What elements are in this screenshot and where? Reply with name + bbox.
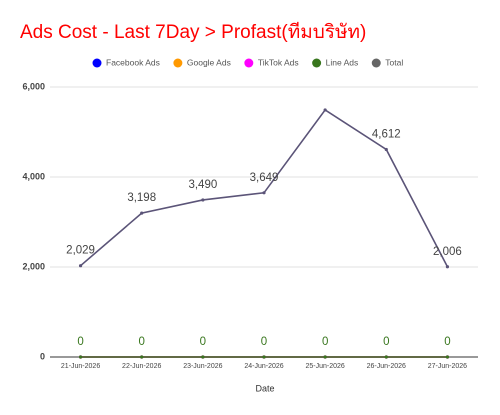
point — [323, 355, 327, 359]
x-axis-label: Date — [255, 383, 274, 393]
point — [384, 355, 388, 359]
point — [201, 355, 205, 359]
legend-marker — [173, 58, 183, 68]
legend-label: Facebook Ads — [106, 57, 160, 67]
legend-marker — [244, 58, 254, 68]
point — [445, 355, 450, 359]
data-label: 2,029 — [66, 245, 95, 257]
legend-label: Google Ads — [187, 57, 231, 67]
x-tick-label: 23-Jun-2026 — [183, 363, 222, 370]
point — [262, 191, 266, 195]
x-tick-label: 25-Jun-2026 — [305, 363, 344, 370]
legend-marker — [371, 58, 381, 68]
y-tick-label: 6,000 — [22, 81, 45, 91]
data-label: 3,649 — [250, 172, 279, 184]
y-tick-label: 4,000 — [22, 171, 45, 181]
point — [262, 355, 266, 359]
legend-marker — [92, 58, 102, 68]
y-tick-label: 0 — [40, 351, 45, 361]
legend-marker — [312, 58, 322, 68]
point — [78, 355, 83, 359]
x-tick-label: 27-Jun-2026 — [428, 363, 467, 370]
data-label: 0 — [444, 336, 450, 348]
data-label: 0 — [200, 336, 206, 348]
data-label: 4,612 — [372, 128, 401, 140]
point — [78, 264, 83, 268]
legend-label: TikTok Ads — [258, 57, 299, 67]
point — [140, 355, 144, 359]
point — [323, 108, 327, 112]
data-label: 0 — [139, 336, 145, 348]
x-tick-label: 21-Jun-2026 — [61, 363, 100, 370]
point — [201, 198, 205, 202]
point — [384, 147, 388, 152]
data-label: 2,006 — [433, 246, 462, 258]
y-tick-label: 2,000 — [22, 261, 45, 271]
chart-title: Ads Cost - Last 7Day > Profast(ทีมบริษัท… — [20, 21, 366, 43]
data-label: 3,490 — [188, 179, 217, 191]
data-label: 3,198 — [127, 192, 156, 204]
point — [445, 265, 450, 269]
x-tick-label: 22-Jun-2026 — [122, 363, 161, 370]
point — [140, 211, 144, 215]
data-label: 0 — [77, 336, 83, 348]
legend-label: Total — [385, 57, 403, 67]
x-tick-label: 26-Jun-2026 — [367, 363, 406, 370]
data-label: 0 — [261, 336, 267, 348]
legend-label: Line Ads — [326, 57, 359, 67]
data-label: 0 — [383, 336, 389, 348]
data-label: 0 — [322, 336, 328, 348]
x-tick-label: 24-Jun-2026 — [244, 363, 283, 370]
